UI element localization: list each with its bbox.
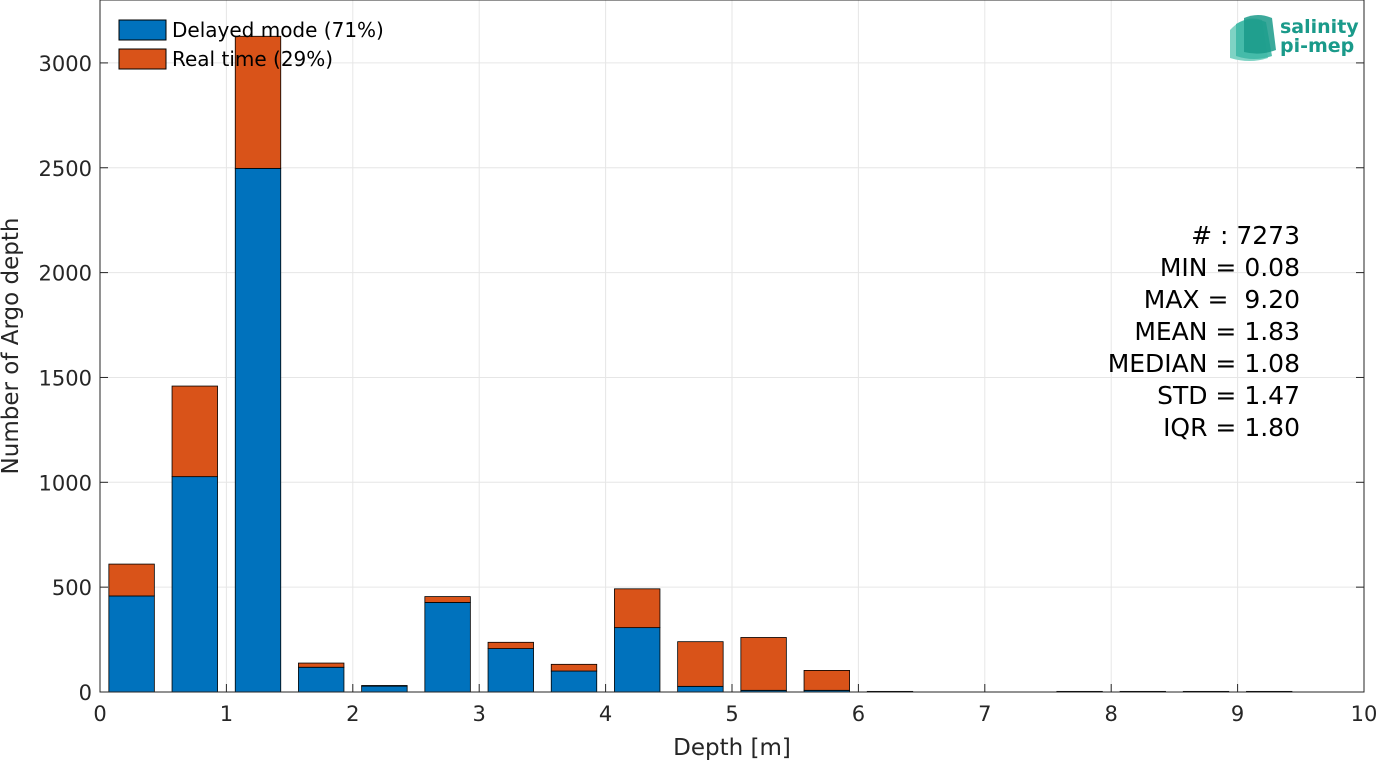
legend: Delayed mode (71%) Real time (29%) — [118, 18, 384, 71]
bar-real-time — [487, 641, 534, 649]
bar-real-time — [740, 637, 787, 691]
x-tick-label: 1 — [220, 702, 233, 726]
bar-real-time — [171, 385, 218, 478]
stat-min: MIN = 0.08 — [1160, 253, 1300, 282]
bar-delayed-mode — [298, 666, 345, 693]
x-tick-label: 4 — [599, 702, 612, 726]
logo-line1: salinity — [1280, 16, 1359, 38]
bars-group — [108, 35, 1293, 693]
bar-real-time — [108, 563, 155, 597]
bar-real-time — [614, 588, 661, 629]
bar-real-time — [803, 670, 850, 691]
y-tick-label: 1000 — [39, 471, 92, 495]
x-tick-label: 8 — [1105, 702, 1118, 726]
stat-median: MEDIAN = 1.08 — [1108, 349, 1300, 378]
y-tick-label: 0 — [79, 681, 92, 705]
y-tick-label: 500 — [52, 576, 92, 600]
x-tick-label: 9 — [1231, 702, 1244, 726]
x-tick-labels: 0 1 2 3 4 5 6 7 8 9 10 — [93, 702, 1377, 726]
legend-swatch-realtime — [118, 48, 167, 70]
bar-real-time — [234, 35, 282, 169]
bar-delayed-mode — [487, 648, 534, 693]
x-tick-label: 6 — [852, 702, 865, 726]
bar-delayed-mode — [550, 670, 598, 693]
x-tick-label: 0 — [93, 702, 106, 726]
stats-box: # : 7273 MIN = 0.08 MAX = 9.20 MEAN = 1.… — [1108, 221, 1300, 442]
legend-label-realtime: Real time (29%) — [172, 47, 333, 71]
bar-delayed-mode — [171, 476, 218, 693]
x-tick-label: 2 — [346, 702, 359, 726]
logo-line2: pi-mep — [1280, 35, 1354, 57]
stat-mean: MEAN = 1.83 — [1134, 317, 1300, 346]
x-tick-label: 7 — [978, 702, 991, 726]
bar-real-time — [298, 662, 345, 668]
bar-delayed-mode — [614, 627, 661, 693]
legend-swatch-delayed — [118, 19, 167, 41]
stat-max: MAX = 9.20 — [1144, 285, 1300, 314]
bar-delayed-mode — [424, 602, 471, 693]
salinity-pimep-logo: salinity pi-mep — [1230, 15, 1359, 61]
bar-delayed-mode — [108, 595, 155, 693]
grid-lines — [99, 0, 1365, 693]
plot-frame — [99, 0, 1365, 693]
bar-real-time — [424, 596, 471, 603]
y-tick-label: 2500 — [39, 157, 92, 181]
x-tick-label: 5 — [725, 702, 738, 726]
stat-std: STD = 1.47 — [1157, 381, 1300, 410]
bar-real-time — [677, 641, 724, 687]
bar-delayed-mode — [677, 685, 724, 693]
stat-count: # : 7273 — [1191, 221, 1300, 250]
y-tick-labels: 0 500 1000 1500 2000 2500 3000 — [39, 52, 92, 705]
bar-delayed-mode — [234, 167, 282, 693]
legend-label-delayed: Delayed mode (71%) — [172, 18, 384, 42]
wave-icon — [1230, 15, 1276, 61]
y-tick-label: 3000 — [39, 52, 92, 76]
x-tick-label: 3 — [473, 702, 486, 726]
x-tick-label: 10 — [1351, 702, 1378, 726]
bar-real-time — [361, 685, 408, 687]
bar-delayed-mode — [361, 685, 408, 693]
x-axis-label: Depth [m] — [673, 735, 791, 761]
y-axis-label: Number of Argo depth — [0, 218, 24, 475]
bar-real-time — [550, 663, 598, 672]
y-tick-label: 2000 — [39, 262, 92, 286]
stat-iqr: IQR = 1.80 — [1163, 413, 1300, 442]
y-tick-label: 1500 — [39, 366, 92, 390]
